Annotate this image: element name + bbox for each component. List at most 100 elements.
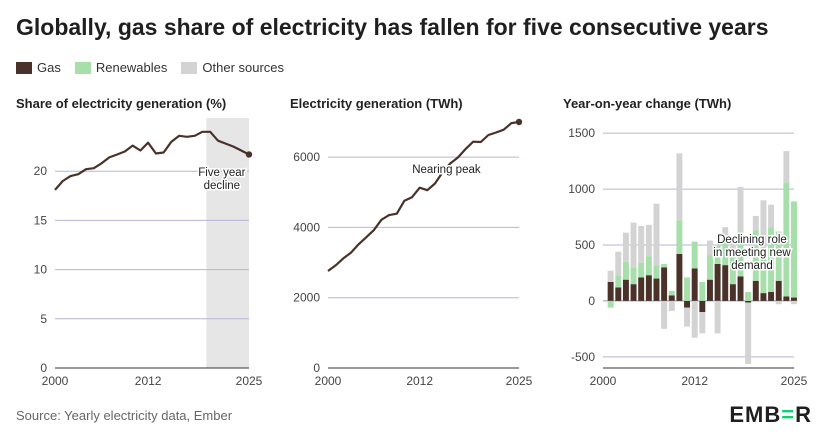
bar-segment-gas — [706, 279, 713, 301]
bar-segment-other-sources — [607, 270, 614, 282]
bar-segment-gas — [729, 284, 736, 301]
legend-item-other: Other sources — [181, 60, 284, 75]
legend-label-gas: Gas — [37, 60, 61, 75]
series-end-point — [515, 118, 523, 126]
bar-segment-gas — [752, 280, 759, 301]
legend-swatch-other — [181, 61, 198, 74]
legend-item-renewables: Renewables — [74, 60, 167, 75]
bar-segment-other-sources — [699, 312, 706, 334]
bar-segment-other-sources — [775, 300, 782, 305]
bar-segment-renewables — [722, 239, 729, 266]
bar-segment-gas — [714, 264, 721, 301]
bar-segment-renewables — [706, 255, 713, 280]
bar-segment-gas — [615, 287, 622, 301]
bar-segment-other-sources — [714, 300, 721, 334]
y-tick-label: 1000 — [568, 182, 595, 196]
bar-segment-renewables — [714, 245, 721, 265]
bar-segment-gas — [653, 278, 660, 301]
annotation-text: Nearing peak — [412, 164, 481, 176]
bar-segment-other-sources — [729, 236, 736, 254]
legend: Gas Renewables Other sources — [16, 60, 284, 75]
bar-segment-gas — [783, 296, 790, 301]
y-tick-label: 0 — [313, 361, 320, 375]
bar-segment-renewables — [729, 253, 736, 285]
bar-segment-gas — [622, 279, 629, 301]
bar-segment-other-sources — [745, 302, 752, 365]
bar-segment-other-sources — [706, 240, 713, 256]
bar-segment-renewables — [745, 291, 752, 301]
x-tick-label: 2000 — [42, 374, 69, 388]
bar-segment-gas — [676, 253, 683, 301]
bar-segment-other-sources — [645, 224, 652, 257]
y-tick-label: 5 — [40, 312, 47, 326]
bar-segment-other-sources — [691, 300, 698, 338]
y-tick-label: 0 — [588, 294, 595, 308]
bar-segment-other-sources — [737, 186, 744, 232]
bar-segment-gas — [768, 291, 775, 301]
bar-segment-renewables — [791, 201, 797, 298]
y-tick-label: 10 — [34, 263, 48, 277]
bar-segment-renewables — [775, 231, 782, 281]
source-note: Source: Yearly electricity data, Ember — [16, 408, 233, 423]
bar-segment-other-sources — [668, 300, 675, 311]
y-tick-label: 15 — [34, 213, 48, 227]
legend-item-gas: Gas — [16, 60, 61, 75]
bar-segment-renewables — [676, 220, 683, 254]
bar-segment-gas — [645, 275, 652, 301]
series-line — [54, 130, 250, 191]
logo-text-start: EMB — [729, 402, 782, 427]
y-tick-label: 2000 — [293, 291, 320, 305]
x-tick-label: 2025 — [236, 374, 263, 388]
x-tick-label: 2000 — [315, 374, 342, 388]
x-tick-label: 2025 — [781, 374, 808, 388]
bar-segment-renewables — [783, 182, 790, 297]
bar-segment-gas — [661, 267, 668, 301]
y-tick-label: 500 — [575, 238, 595, 252]
y-tick-label: 6000 — [293, 150, 320, 164]
bar-segment-gas — [607, 281, 614, 301]
bar-segment-other-sources — [760, 200, 767, 251]
bar-segment-renewables — [630, 267, 637, 285]
bar-segment-gas — [760, 293, 767, 301]
x-tick-label: 2012 — [681, 374, 708, 388]
bar-segment-other-sources — [676, 153, 683, 221]
series-end-point — [245, 151, 253, 158]
bar-segment-other-sources — [768, 204, 775, 228]
y-tick-label: 20 — [34, 164, 48, 178]
bar-segment-renewables — [684, 277, 691, 301]
bar-segment-other-sources — [615, 251, 622, 276]
bar-segment-gas — [668, 295, 675, 301]
bar-segment-renewables — [638, 262, 645, 278]
bar-segment-gas — [745, 300, 752, 303]
bar-segment-renewables — [768, 227, 775, 292]
bar-segment-other-sources — [791, 300, 797, 305]
bar-segment-other-sources — [661, 300, 668, 329]
annotation-text: Declining role — [717, 234, 787, 246]
x-tick-label: 2025 — [506, 374, 533, 388]
bar-segment-gas — [699, 300, 706, 313]
y-tick-label: -500 — [571, 350, 595, 364]
bar-segment-other-sources — [653, 203, 660, 266]
bar-segment-other-sources — [684, 307, 691, 327]
bar-segment-other-sources — [783, 151, 790, 183]
series-line — [327, 120, 520, 272]
bar-segment-renewables — [668, 290, 675, 296]
panel-title-yoy: Year-on-year change (TWh) — [563, 96, 732, 111]
legend-label-other: Other sources — [202, 60, 285, 75]
bar-segment-renewables — [653, 265, 660, 279]
bar-segment-gas — [638, 277, 645, 301]
x-tick-label: 2000 — [590, 374, 617, 388]
annotation-text: in meeting new — [713, 247, 791, 259]
panel-title-generation: Electricity generation (TWh) — [290, 96, 463, 111]
bar-segment-renewables — [752, 230, 759, 281]
bar-segment-gas — [691, 268, 698, 301]
bar-segment-gas — [791, 297, 797, 301]
bar-segment-renewables — [699, 281, 706, 301]
legend-swatch-renewables — [74, 61, 91, 74]
bar-segment-gas — [684, 300, 691, 308]
ember-logo: EMB = R — [729, 402, 812, 428]
bar-segment-other-sources — [630, 222, 637, 268]
panel-title-share: Share of electricity generation (%) — [16, 96, 227, 111]
logo-mark: = — [781, 402, 796, 427]
